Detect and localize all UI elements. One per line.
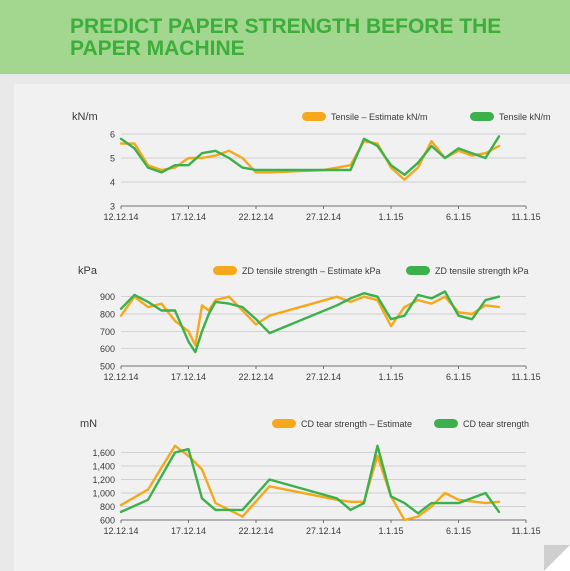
y-tick-label: 500: [100, 362, 115, 372]
legend-swatch: [302, 112, 326, 121]
x-tick-label: 1.1.15: [378, 372, 403, 382]
x-tick-label: 27.12.14: [306, 372, 341, 382]
series-line: [119, 444, 501, 522]
x-tick-label: 12.12.14: [103, 372, 138, 382]
x-tick-label: 1.1.15: [378, 212, 403, 222]
x-tick-label: 6.1.15: [446, 372, 471, 382]
x-tick-label: 11.1.15: [511, 372, 540, 382]
x-tick-label: 27.12.14: [306, 526, 341, 536]
series-line: [119, 135, 501, 177]
y-tick-label: 900: [100, 292, 115, 302]
x-tick-label: 12.12.14: [103, 212, 138, 222]
x-tick-label: 6.1.15: [446, 526, 471, 536]
y-tick-label: 1,600: [92, 448, 115, 458]
legend-label: CD tear strength – Estimate: [301, 419, 412, 429]
x-tick-label: 11.1.15: [511, 526, 540, 536]
x-tick-label: 22.12.14: [238, 372, 273, 382]
x-tick-label: 17.12.14: [171, 372, 206, 382]
series-line: [119, 290, 501, 354]
x-tick-label: 1.1.15: [378, 526, 403, 536]
chart-panel: kN/m 3 4 5 6 12.12.14 17.12.14 22.12.14 27.12.14…: [14, 84, 570, 571]
y-axis-unit-label: kN/m: [72, 111, 98, 123]
y-tick-label: 1,000: [92, 489, 115, 499]
y-axis-unit-label: kPa: [78, 265, 98, 277]
legend-label: CD tear strength: [463, 419, 529, 429]
y-tick-label: 600: [100, 516, 115, 526]
x-tick-label: 22.12.14: [238, 526, 273, 536]
y-tick-label: 800: [100, 310, 115, 320]
y-tick-label: 1,400: [92, 462, 115, 472]
legend-label: ZD tensile strength kPa: [435, 266, 529, 276]
y-tick-label: 1,200: [92, 475, 115, 485]
y-tick-label: 600: [100, 344, 115, 354]
y-tick-label: 5: [110, 154, 115, 164]
x-tick-label: 22.12.14: [238, 212, 273, 222]
y-tick-label: 700: [100, 327, 115, 337]
y-tick-label: 3: [110, 202, 115, 212]
legend-swatch: [272, 419, 296, 428]
x-tick-label: 12.12.14: [103, 526, 138, 536]
legend-swatch: [213, 266, 237, 275]
x-tick-label: 6.1.15: [446, 212, 471, 222]
legend-swatch: [406, 266, 430, 275]
legend-label: Tensile – Estimate kN/m: [331, 112, 428, 122]
series-line: [119, 295, 501, 347]
x-tick-label: 27.12.14: [306, 212, 341, 222]
y-axis-unit-label: mN: [80, 418, 97, 430]
x-tick-label: 17.12.14: [171, 526, 206, 536]
x-tick-label: 17.12.14: [171, 212, 206, 222]
y-tick-label: 800: [100, 502, 115, 512]
legend-swatch: [434, 419, 458, 428]
page-title: PREDICT PAPER STRENGTH BEFORE THE PAPER …: [70, 15, 502, 60]
title-banner: PREDICT PAPER STRENGTH BEFORE THE PAPER …: [0, 0, 570, 74]
x-tick-label: 11.1.15: [511, 212, 540, 222]
legend-swatch: [470, 112, 494, 121]
y-tick-label: 6: [110, 130, 115, 140]
legend-label: ZD tensile strength – Estimate kPa: [242, 266, 381, 276]
y-tick-label: 4: [110, 178, 115, 188]
series-line: [119, 140, 501, 181]
page-corner-fold: [544, 545, 570, 571]
series-line: [119, 444, 501, 515]
legend-label: Tensile kN/m: [499, 112, 551, 122]
charts-svg: kN/m 3 4 5 6 12.12.14 17.12.14 22.12.14 27.12.14…: [72, 111, 551, 536]
